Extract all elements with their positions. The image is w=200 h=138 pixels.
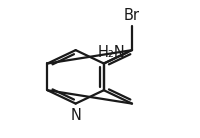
Text: N: N — [70, 108, 81, 123]
Text: H₂N: H₂N — [97, 45, 125, 60]
Text: Br: Br — [124, 8, 140, 23]
